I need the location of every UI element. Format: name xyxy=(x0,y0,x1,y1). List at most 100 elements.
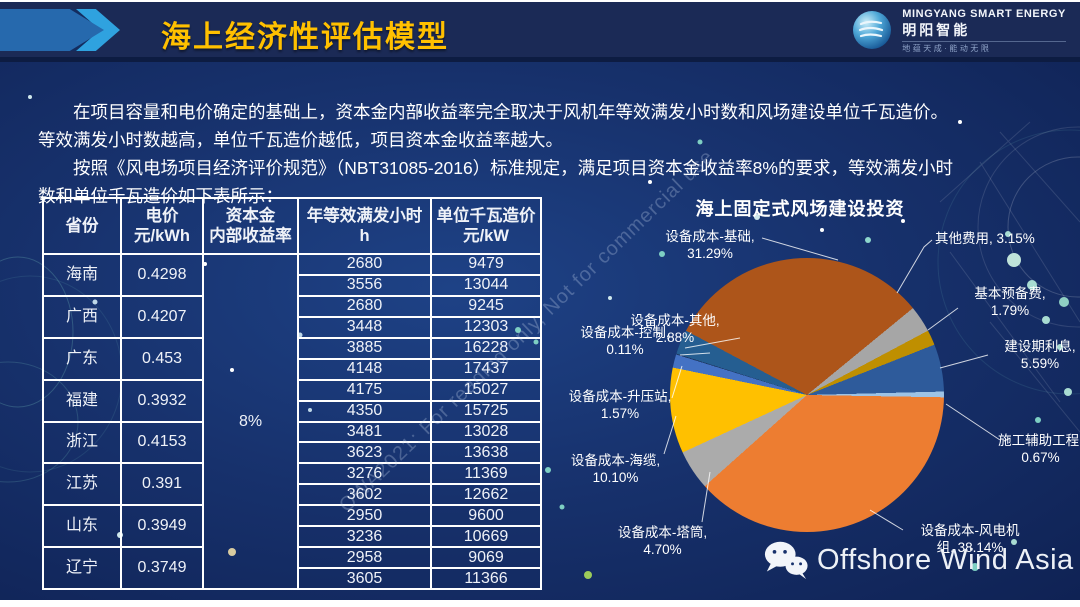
hours-cell: 3556 xyxy=(297,273,432,297)
hours-cell: 3602 xyxy=(297,483,432,507)
table-row: 辽宁 0.3749 2958 9069 xyxy=(42,546,542,590)
price-cell: 0.3949 xyxy=(120,504,204,549)
table-row: 福建 0.3932 4175 15027 xyxy=(42,378,542,423)
hours-cell: 3236 xyxy=(297,525,432,549)
cost-cell: 11366 xyxy=(430,567,542,590)
pie-label-interest: 建设期利息, 5.59% xyxy=(1004,339,1076,371)
pie-label-tower: 设备成本-塔筒, 4.70% xyxy=(617,525,708,557)
pie-chart xyxy=(670,258,944,532)
province-cell: 辽宁 xyxy=(42,546,122,590)
cost-cell: 11369 xyxy=(430,462,542,486)
cost-cell: 12303 xyxy=(430,315,542,339)
table-row: 广东 0.453 3885 16228 xyxy=(42,336,542,381)
province-cell: 江苏 xyxy=(42,462,122,507)
table-row: 4148 17437 xyxy=(43,357,542,381)
table-row: 广西 0.4207 2680 9245 xyxy=(42,294,542,339)
price-cell: 0.4207 xyxy=(120,294,204,339)
economics-table: 省份 电价 元/kWh 资本金 内部收益率 年等效满发小时 h 单位千瓦造价 元/kW … xyxy=(42,197,542,590)
mingyang-globe-icon xyxy=(853,11,892,50)
page-title: 海上经济性评估模型 xyxy=(161,21,449,54)
cost-cell: 16228 xyxy=(430,336,542,360)
chart-title: 海上固定式风场建设投资 xyxy=(695,199,905,219)
cost-cell: 13638 xyxy=(430,441,542,465)
hours-cell: 4175 xyxy=(297,378,432,402)
province-cell: 福建 xyxy=(42,378,122,423)
table-row: 3605 11366 xyxy=(43,567,542,590)
table-header-row: 省份 电价 元/kWh 资本金 内部收益率 年等效满发小时 h 单位千瓦造价 元/kW xyxy=(42,197,542,255)
col-header-irr: 资本金 内部收益率 xyxy=(202,197,299,255)
cost-cell: 9479 xyxy=(430,253,542,276)
cost-cell: 10669 xyxy=(430,525,542,549)
pie-label-substation: 设备成本-升压站, 1.57% xyxy=(568,389,672,421)
table-row: 山东 0.3949 2950 9600 xyxy=(42,504,542,549)
table-row: 浙江 0.4153 3481 13028 xyxy=(42,420,542,465)
province-cell: 浙江 xyxy=(42,420,122,465)
price-cell: 0.4298 xyxy=(120,253,204,297)
table-body: 海南 0.4298 8% 2680 9479 3556 13044 广西 0.4207 2680 9… xyxy=(42,253,542,590)
pie-label-cable: 设备成本-海缆, 10.10% xyxy=(570,453,661,485)
pie-chart-area: 海上固定式风场建设投资 设备成本-基础, 31.29% 其他费用, 3.15% xyxy=(540,190,1080,600)
table-row: 3556 13044 xyxy=(43,273,542,297)
logo-name-en: MINGYANG SMART ENERGY xyxy=(902,8,1066,20)
pie-label-equip-other: 设备成本-其他, 2.88% xyxy=(630,313,720,345)
province-cell: 海南 xyxy=(42,253,122,297)
economics-table-wrap: 省份 电价 元/kWh 资本金 内部收益率 年等效满发小时 h 单位千瓦造价 元/kW … xyxy=(42,197,542,590)
province-cell: 山东 xyxy=(42,504,122,549)
province-cell: 广西 xyxy=(42,294,122,339)
table-row: 江苏 0.391 3276 11369 xyxy=(42,462,542,507)
table-row: 3623 13638 xyxy=(43,441,542,465)
col-header-hours: 年等效满发小时 h xyxy=(297,197,432,255)
pie-label-other-fees: 其他费用, 3.15% xyxy=(935,231,1035,246)
price-cell: 0.4153 xyxy=(120,420,204,465)
logo-name-cn: 明阳智能 xyxy=(902,21,971,38)
cost-cell: 9069 xyxy=(430,546,542,570)
table-row: 4350 15725 xyxy=(43,399,542,423)
mingyang-logo: MINGYANG SMART ENERGY 明阳智能 地蕴天成·能动无限 xyxy=(851,8,1066,53)
table-row: 3602 12662 xyxy=(43,483,542,507)
province-cell: 广东 xyxy=(42,336,122,381)
hours-cell: 2950 xyxy=(297,504,432,528)
pie-label-foundation: 设备成本-基础, 31.29% xyxy=(665,229,755,261)
col-header-price: 电价 元/kWh xyxy=(120,197,204,255)
cost-cell: 15725 xyxy=(430,399,542,423)
hours-cell: 3448 xyxy=(297,315,432,339)
hours-cell: 3276 xyxy=(297,462,432,486)
hours-cell: 3605 xyxy=(297,567,432,590)
pie-label-contingency: 基本预备费, 1.79% xyxy=(974,286,1046,318)
hours-cell: 4148 xyxy=(297,357,432,381)
pie-label-turbine: 设备成本-风电机 组, 38.14% xyxy=(920,523,1020,555)
price-cell: 0.3749 xyxy=(120,546,204,590)
price-cell: 0.453 xyxy=(120,336,204,381)
col-header-province: 省份 xyxy=(42,197,122,255)
table-row: 3236 10669 xyxy=(43,525,542,549)
cost-cell: 9245 xyxy=(430,294,542,318)
cost-cell: 13044 xyxy=(430,273,542,297)
price-cell: 0.391 xyxy=(120,462,204,507)
intro-paragraph-1: 在项目容量和电价确定的基础上，资本金内部收益率完全取决于风机年等效满发小时数和风… xyxy=(38,101,948,150)
hours-cell: 2958 xyxy=(297,546,432,570)
cost-cell: 13028 xyxy=(430,420,542,444)
hours-cell: 3481 xyxy=(297,420,432,444)
hours-cell: 3885 xyxy=(297,336,432,360)
price-cell: 0.3932 xyxy=(120,378,204,423)
header-bar: 海上经济性评估模型 MINGYANG SMART ENERGY 明阳智能 地蕴天… xyxy=(0,2,1080,62)
pie-label-auxiliary: 施工辅助工程, 0.67% xyxy=(998,433,1080,465)
cost-cell: 9600 xyxy=(430,504,542,528)
cost-cell: 17437 xyxy=(430,357,542,381)
wechat-icon xyxy=(764,541,808,580)
table-row: 海南 0.4298 8% 2680 9479 xyxy=(42,253,542,590)
logo-tagline: 地蕴天成·能动无限 xyxy=(902,40,1066,53)
hours-cell: 3623 xyxy=(297,441,432,465)
irr-cell: 8% xyxy=(202,253,299,590)
brand-watermark: Offshore Wind Asia xyxy=(763,538,1074,582)
col-header-cost: 单位千瓦造价 元/kW xyxy=(430,197,542,255)
pie-label-control: 设备成本-控制, 0.11% xyxy=(580,325,670,357)
brand-watermark-text: Offshore Wind Asia xyxy=(817,543,1074,576)
cost-cell: 15027 xyxy=(430,378,542,402)
hours-cell: 4350 xyxy=(297,399,432,423)
table-row: 3448 12303 xyxy=(43,315,542,339)
hours-cell: 2680 xyxy=(297,294,432,318)
cost-cell: 12662 xyxy=(430,483,542,507)
hours-cell: 2680 xyxy=(297,253,432,276)
